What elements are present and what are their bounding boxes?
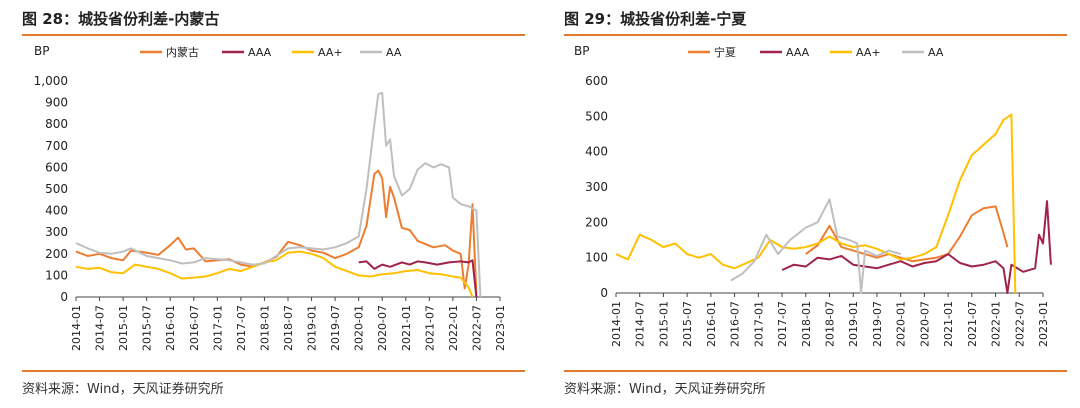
y-tick-label: 900 [45, 96, 68, 110]
y-tick-label: 600 [585, 74, 608, 88]
x-tick-label: 2015-01 [657, 301, 670, 347]
x-tick-label: 2023-01 [1037, 301, 1050, 347]
y-axis-unit: BP [34, 44, 49, 58]
x-tick-label: 2018-01 [258, 305, 271, 351]
figure-29: 图 29：城投省份利差-宁夏 BP 0 100 200 300 400 500 600 2014… [540, 0, 1080, 408]
x-tick-label: 2018-07 [282, 305, 295, 351]
x-tick-label: 2015-07 [681, 301, 694, 347]
y-tick-label: 0 [60, 290, 68, 304]
y-tick-label: 500 [45, 182, 68, 196]
y-tick-label: 400 [585, 145, 608, 159]
series-line-AA [75, 91, 482, 298]
x-tick-label: 2017-01 [211, 305, 224, 351]
x-tick-label: 2014-07 [94, 305, 107, 351]
legend-label: AA [928, 46, 944, 59]
y-tick-label: 1,000 [34, 74, 68, 88]
series-line-宁夏 [805, 205, 1009, 263]
series-line-AA+ [615, 113, 1017, 294]
y-tick-label: 100 [45, 268, 68, 282]
x-tick-label: 2020-07 [376, 305, 389, 351]
source-rule [564, 370, 1067, 372]
title-rule [564, 34, 1067, 36]
title-rule [22, 34, 525, 36]
legend-label: AA+ [856, 46, 881, 59]
x-tick-label: 2014-01 [610, 301, 623, 347]
source-note: 资料来源：Wind，天风证券研究所 [564, 382, 766, 397]
x-tick-label: 2018-01 [800, 301, 813, 347]
x-tick-label: 2021-01 [942, 301, 955, 347]
y-tick-label: 300 [585, 180, 608, 194]
source-rule [22, 370, 525, 372]
x-tick-label: 2015-07 [141, 305, 154, 351]
x-tick-label: 2016-01 [705, 301, 718, 347]
y-tick-label: 300 [45, 225, 68, 239]
x-tick-label: 2023-01 [494, 305, 507, 351]
series-line-AAA [358, 259, 478, 298]
x-tick-label: 2019-01 [847, 301, 860, 347]
figure-title: 图 29：城投省份利差-宁夏 [564, 10, 747, 28]
legend-label: AA+ [318, 46, 343, 59]
x-tick-label: 2016-01 [164, 305, 177, 351]
x-tick-label: 2017-01 [752, 301, 765, 347]
series-line-内蒙古 [75, 169, 478, 295]
figure-title: 图 28：城投省份利差-内蒙古 [22, 10, 220, 28]
x-tick-label: 2017-07 [235, 305, 248, 351]
y-tick-label: 500 [585, 109, 608, 123]
series-line-AAA [781, 200, 1052, 294]
x-tick-label: 2014-01 [70, 305, 83, 351]
legend-label: AAA [786, 46, 810, 59]
x-tick-label: 2015-01 [117, 305, 130, 351]
x-tick-label: 2016-07 [729, 301, 742, 347]
x-tick-label: 2018-07 [824, 301, 837, 347]
y-tick-label: 200 [45, 247, 68, 261]
y-axis-unit: BP [574, 44, 589, 58]
figure-28: 图 28：城投省份利差-内蒙古 BP 0 100 200 300 400 500 600 700… [22, 10, 525, 397]
chart-neimenggu: BP 0 100 200 300 400 500 600 700 800 900 1,000 2014-… [34, 44, 507, 351]
x-tick-label: 2020-01 [895, 301, 908, 347]
x-tick-label: 2014-07 [634, 301, 647, 347]
y-tick-label: 400 [45, 204, 68, 218]
x-tick-label: 2017-07 [776, 301, 789, 347]
source-note: 资料来源：Wind，天风证券研究所 [22, 382, 224, 397]
x-tick-label: 2021-01 [400, 305, 413, 351]
x-tick-label: 2022-07 [470, 305, 483, 351]
x-tick-label: 2021-07 [966, 301, 979, 347]
legend-label: 宁夏 [714, 45, 736, 59]
chart-ningxia: BP 0 100 200 300 400 500 600 2014-01 2014-07 2015-… [574, 44, 1052, 347]
y-tick-label: 100 [585, 251, 608, 265]
x-tick-label: 2022-01 [990, 301, 1003, 347]
legend-label: AA [386, 46, 402, 59]
x-tick-label: 2016-07 [188, 305, 201, 351]
series-line-AA+ [75, 250, 474, 298]
y-tick-label: 0 [600, 286, 608, 300]
x-tick-label: 2020-01 [353, 305, 366, 351]
x-tick-label: 2020-07 [918, 301, 931, 347]
x-tick-label: 2021-07 [423, 305, 436, 351]
x-tick-label: 2019-01 [306, 305, 319, 351]
x-tick-label: 2022-07 [1013, 301, 1026, 347]
series-line-AA [730, 198, 901, 294]
x-tick-label: 2022-01 [447, 305, 460, 351]
legend-label: 内蒙古 [166, 45, 199, 59]
y-tick-label: 600 [45, 160, 68, 174]
x-tick-label: 2019-07 [329, 305, 342, 351]
legend-label: AAA [248, 46, 272, 59]
x-tick-label: 2019-07 [871, 301, 884, 347]
y-tick-label: 200 [585, 215, 608, 229]
y-tick-label: 700 [45, 139, 68, 153]
y-tick-label: 800 [45, 117, 68, 131]
